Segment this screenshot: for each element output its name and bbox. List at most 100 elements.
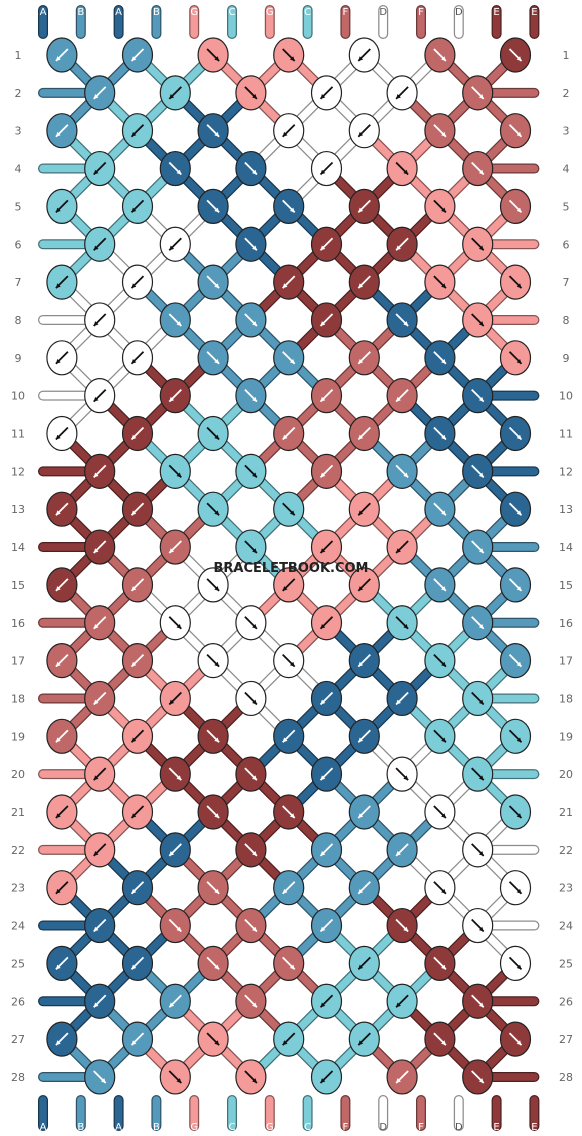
- knot: [159, 529, 191, 565]
- knot-arrow-head: [478, 169, 484, 175]
- knot-arrow-head: [358, 888, 364, 894]
- knot: [46, 491, 78, 527]
- knot: [386, 832, 418, 868]
- row-number-left: 20: [11, 768, 25, 781]
- knot-arrow-head: [176, 169, 182, 175]
- knot: [84, 756, 116, 792]
- knot-arrow-head: [131, 207, 137, 213]
- knot: [235, 605, 267, 641]
- knot-arrow-head: [55, 56, 61, 61]
- bottom-string-label: G: [190, 1122, 198, 1133]
- knot-arrow-head: [516, 888, 522, 894]
- knot: [386, 983, 418, 1019]
- row-number-right: 24: [559, 920, 573, 933]
- knot: [46, 794, 78, 830]
- knot: [121, 491, 154, 527]
- knot-arrow-head: [516, 661, 522, 667]
- knot: [462, 453, 494, 489]
- knot-arrow-head: [252, 94, 257, 99]
- knot: [121, 945, 154, 982]
- knot: [386, 75, 418, 111]
- knot: [159, 983, 191, 1019]
- knot-arrow-head: [358, 1040, 364, 1046]
- knot: [348, 642, 380, 679]
- knot-arrow-head: [214, 964, 220, 970]
- knot-arrow-head: [55, 661, 61, 667]
- knot-arrow-head: [282, 888, 288, 894]
- knot-arrow-head: [358, 510, 364, 516]
- knot-arrow-head: [478, 623, 484, 629]
- knot: [499, 340, 532, 376]
- knot: [84, 832, 116, 868]
- knot: [46, 113, 78, 149]
- knot: [121, 567, 154, 603]
- knot-layer: [46, 37, 532, 1095]
- knot: [159, 453, 191, 489]
- knot-arrow-head: [282, 283, 288, 289]
- knot-arrow-head: [478, 1002, 484, 1008]
- knot-arrow-head: [214, 56, 220, 61]
- knot-arrow-head: [441, 737, 446, 743]
- bottom-string-label: D: [455, 1122, 463, 1133]
- knot-arrow-head: [289, 207, 295, 213]
- knot-arrow-head: [252, 775, 257, 781]
- knot-arrow-head: [93, 623, 99, 629]
- row-number-right: 16: [559, 617, 573, 630]
- knot-arrow-head: [214, 813, 220, 818]
- knot: [121, 264, 154, 300]
- knot: [159, 378, 191, 414]
- knot: [159, 756, 191, 792]
- knot-arrow-head: [93, 94, 99, 99]
- knot-arrow-head: [478, 926, 484, 932]
- knot: [273, 340, 305, 376]
- knot: [462, 529, 494, 565]
- knot: [273, 37, 305, 73]
- row-number-right: 14: [559, 541, 573, 554]
- top-string-label: F: [343, 7, 349, 18]
- knot-arrow-head: [214, 510, 220, 516]
- knot: [235, 378, 267, 414]
- knot-arrow-head: [441, 434, 446, 440]
- knot: [424, 945, 456, 982]
- knot: [424, 188, 456, 224]
- knot-arrow-head: [358, 56, 364, 61]
- row-number-right: 6: [563, 238, 570, 251]
- knot: [121, 188, 154, 224]
- knot: [235, 226, 267, 262]
- knot-arrow-head: [214, 1040, 220, 1046]
- knot-arrow-head: [252, 851, 257, 856]
- knot: [499, 567, 532, 603]
- knot: [273, 1021, 305, 1057]
- knot: [84, 983, 116, 1019]
- knot: [121, 718, 154, 754]
- knot-arrow-head: [441, 283, 446, 289]
- knot-arrow-head: [358, 283, 364, 289]
- knot-arrow-head: [169, 396, 175, 402]
- knot: [46, 567, 78, 603]
- knot-arrow-head: [169, 851, 175, 856]
- top-string-label: F: [418, 7, 424, 18]
- row-number-left: 16: [11, 617, 25, 630]
- knot-arrow-head: [320, 851, 326, 856]
- row-number-left: 22: [11, 844, 25, 857]
- knot: [235, 756, 267, 792]
- knot: [159, 680, 191, 717]
- knot-arrow-head: [403, 623, 409, 629]
- knot-arrow-head: [252, 169, 257, 175]
- row-number-right: 11: [559, 428, 573, 441]
- bottom-string-label: C: [229, 1122, 236, 1133]
- knot-arrow-head: [320, 548, 326, 554]
- knot-arrow-head: [441, 888, 446, 894]
- knot-arrow-head: [131, 888, 137, 894]
- knot-arrow-head: [131, 359, 137, 364]
- knot: [499, 794, 532, 830]
- bottom-string-label: B: [153, 1122, 160, 1133]
- bottom-string-label: E: [493, 1122, 499, 1133]
- top-string-label: E: [531, 7, 537, 18]
- knot: [499, 264, 532, 300]
- knot-arrow-head: [214, 586, 220, 591]
- knot: [348, 264, 380, 300]
- knot-arrow-head: [516, 283, 522, 289]
- knot: [310, 756, 343, 792]
